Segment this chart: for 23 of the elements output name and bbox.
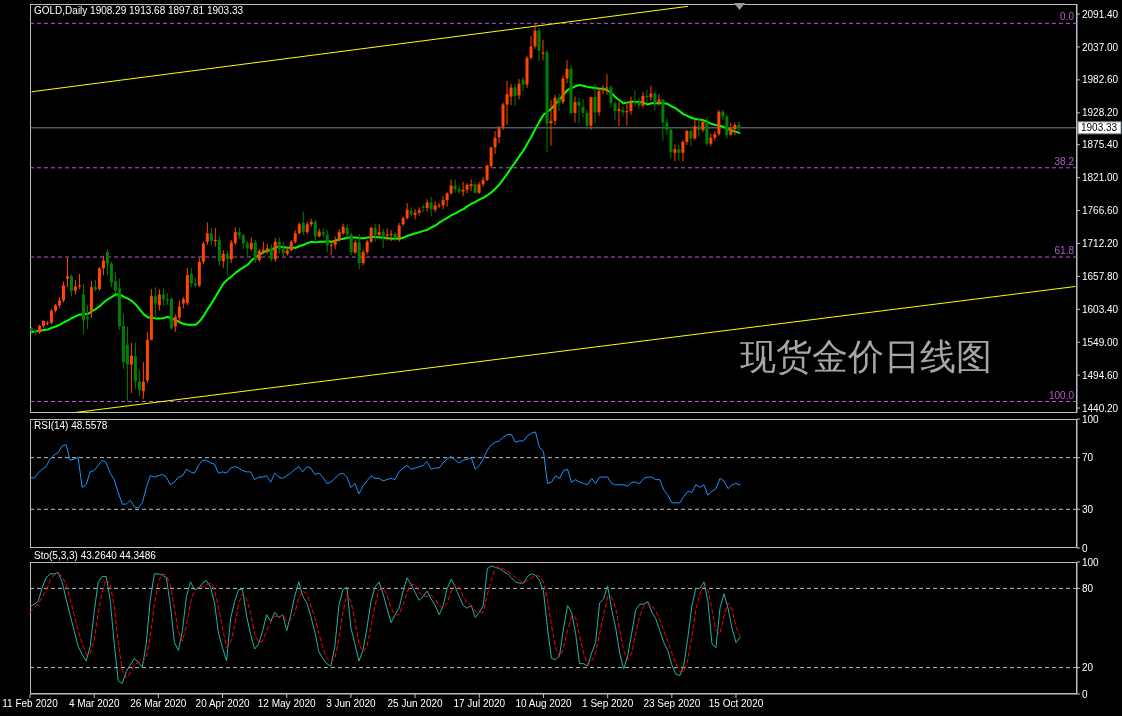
x-tick-label: 15 Oct 2020 — [708, 698, 764, 710]
y-tick-label: 70 — [1082, 452, 1094, 464]
x-tick-label: 1 Sep 2020 — [582, 698, 634, 710]
y-tick-label: 30 — [1082, 503, 1094, 515]
y-tick-label: 0 — [1082, 542, 1088, 554]
x-tick-label: 26 Mar 2020 — [130, 698, 187, 710]
x-tick-label: 3 Jun 2020 — [326, 698, 377, 710]
y-tick-label: 20 — [1082, 662, 1094, 674]
x-tick-label: 10 Aug 2020 — [515, 698, 572, 710]
y-tick-label: 100 — [1082, 556, 1100, 568]
y-tick-label: 0 — [1082, 688, 1088, 700]
x-tick-label: 20 Apr 2020 — [195, 698, 250, 710]
x-tick-label: 11 Feb 2020 — [2, 698, 59, 710]
x-tick-label: 25 Jun 2020 — [387, 698, 444, 710]
x-tick-label: 23 Sep 2020 — [643, 698, 701, 710]
y-tick-label: 100 — [1082, 413, 1100, 425]
y-tick-label: 80 — [1082, 582, 1094, 594]
x-tick-label: 4 Mar 2020 — [68, 698, 120, 710]
x-tick-label: 12 May 2020 — [257, 698, 317, 710]
line-series — [29, 431, 741, 509]
x-tick-label: 17 Jul 2020 — [453, 698, 506, 710]
chart-title: RSI(14) 48.5578 — [34, 420, 108, 431]
chart-title: Sto(5,3,3) 43.2640 44.3486 — [34, 550, 156, 561]
